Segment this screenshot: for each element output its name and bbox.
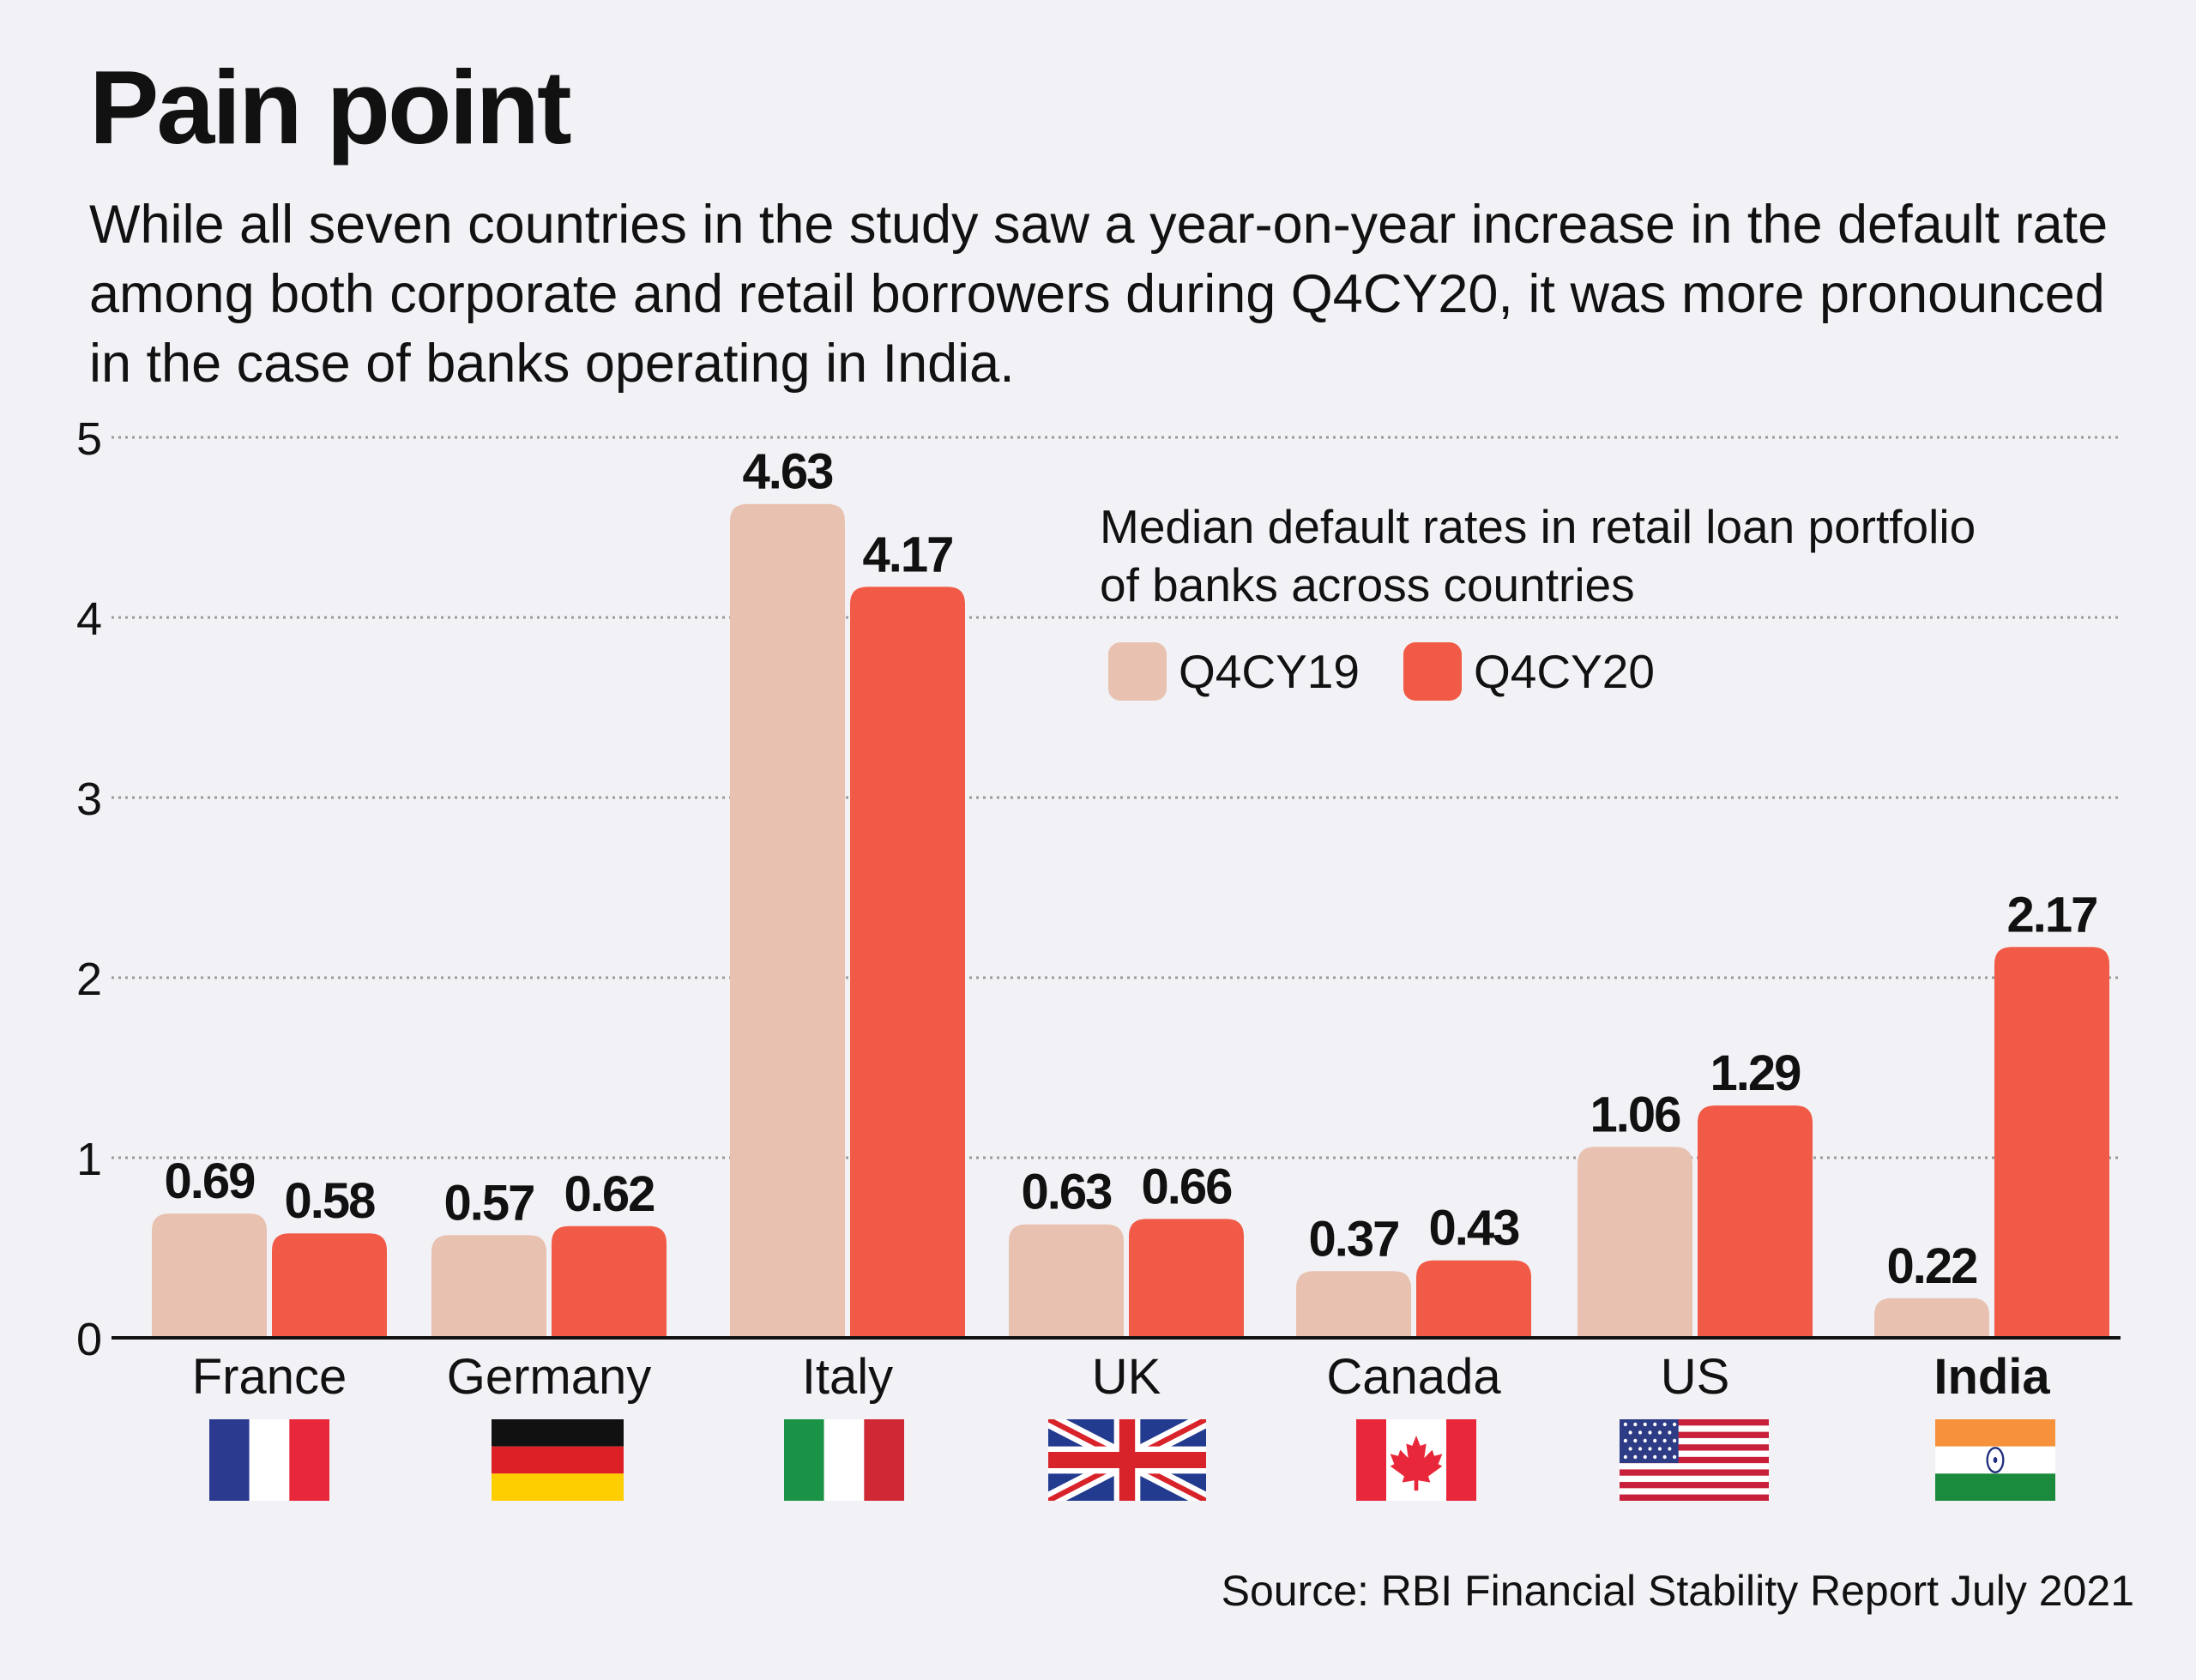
uk-flag-icon xyxy=(1048,1419,1206,1501)
y-tick-label: 0 xyxy=(76,1314,102,1365)
data-label: 1.06 xyxy=(1590,1087,1681,1142)
data-label: 0.66 xyxy=(1142,1159,1233,1214)
data-label: 4.17 xyxy=(863,527,953,582)
legend-title: Median default rates in retail loan port… xyxy=(1100,500,1976,611)
us-flag-icon xyxy=(1620,1419,1769,1501)
x-tick-label: India xyxy=(1934,1349,2050,1405)
germany-flag-icon xyxy=(492,1419,624,1501)
data-label: 0.22 xyxy=(1887,1238,1977,1294)
legend-swatch-q4cy19 xyxy=(1108,642,1167,701)
x-tick-label: Canada xyxy=(1326,1349,1501,1405)
legend-label-q4cy20: Q4CY20 xyxy=(1474,645,1655,698)
data-label: 4.63 xyxy=(743,444,834,500)
data-label: 0.58 xyxy=(285,1173,376,1229)
bar-us-q4cy20 xyxy=(1698,1105,1813,1338)
y-tick-label: 4 xyxy=(76,593,102,645)
data-label: 0.57 xyxy=(444,1175,534,1231)
canada-flag-icon xyxy=(1356,1419,1476,1501)
bar-uk-q4cy20 xyxy=(1129,1219,1244,1338)
bar-canada-q4cy19 xyxy=(1296,1271,1411,1338)
bar-italy-q4cy19 xyxy=(730,503,845,1338)
bar-india-q4cy19 xyxy=(1874,1298,1989,1338)
india-flag-icon xyxy=(1935,1419,2055,1501)
data-label: 0.63 xyxy=(1022,1165,1113,1220)
y-tick-label: 3 xyxy=(76,774,102,825)
bar-us-q4cy19 xyxy=(1578,1147,1692,1338)
legend-swatch-q4cy20 xyxy=(1403,642,1462,701)
y-tick-label: 5 xyxy=(76,413,102,465)
bar-france-q4cy19 xyxy=(152,1213,267,1338)
bar-germany-q4cy19 xyxy=(431,1235,546,1338)
chart-subtitle: While all seven countries in the study s… xyxy=(89,195,2109,394)
bar-uk-q4cy19 xyxy=(1009,1224,1124,1338)
data-label: 0.62 xyxy=(564,1166,655,1222)
x-tick-label: France xyxy=(192,1349,347,1405)
legend-label-q4cy19: Q4CY19 xyxy=(1179,645,1360,698)
legend-item-q4cy20: Q4CY20 xyxy=(1403,641,1655,702)
y-tick-label: 2 xyxy=(76,954,102,1005)
source-note: Source: RBI Financial Stability Report J… xyxy=(1221,1567,2134,1615)
x-tick-label: UK xyxy=(1092,1349,1161,1405)
france-flag-icon xyxy=(209,1419,329,1501)
x-tick-label: Germany xyxy=(447,1349,652,1405)
data-label: 2.17 xyxy=(2007,887,2097,942)
y-tick-label: 1 xyxy=(76,1134,102,1185)
data-label: 0.43 xyxy=(1429,1201,1520,1256)
chart-title: Pain point xyxy=(89,49,572,166)
bar-germany-q4cy20 xyxy=(552,1225,667,1338)
legend-item-q4cy19: Q4CY19 xyxy=(1108,641,1360,702)
bar-canada-q4cy20 xyxy=(1416,1260,1531,1338)
data-label: 0.69 xyxy=(165,1153,256,1209)
italy-flag-icon xyxy=(784,1419,904,1501)
data-label: 0.37 xyxy=(1309,1211,1399,1267)
bar-india-q4cy20 xyxy=(1994,947,2109,1338)
x-tick-label: Italy xyxy=(802,1349,893,1405)
bar-france-q4cy20 xyxy=(272,1233,387,1338)
bar-italy-q4cy20 xyxy=(850,587,965,1338)
x-tick-label: US xyxy=(1661,1349,1730,1405)
data-label: 1.29 xyxy=(1710,1045,1801,1101)
